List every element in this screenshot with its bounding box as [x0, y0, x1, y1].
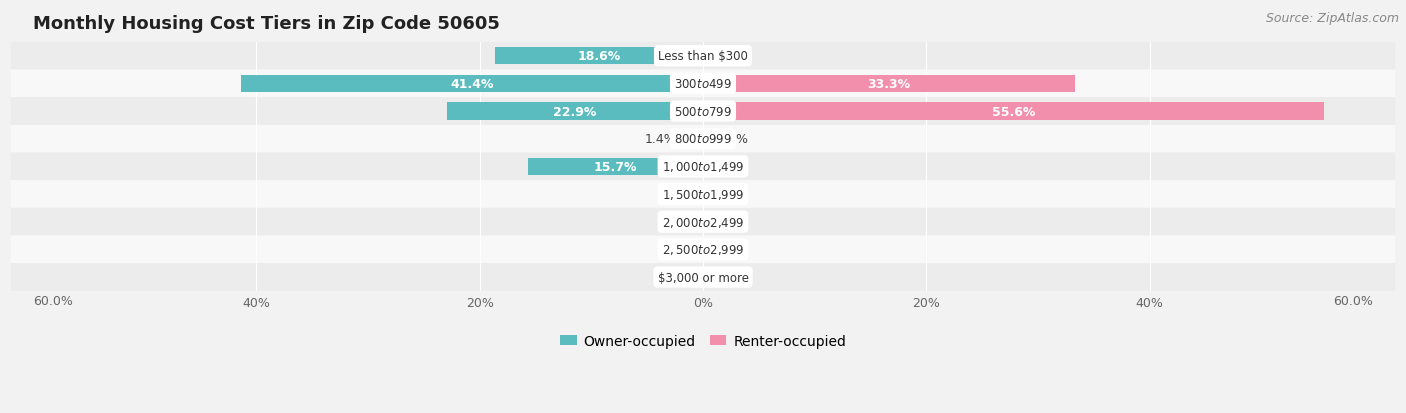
Text: 22.9%: 22.9% — [554, 105, 598, 118]
Text: 0.0%: 0.0% — [658, 188, 689, 201]
Bar — [495, 48, 703, 65]
Text: Monthly Housing Cost Tiers in Zip Code 50605: Monthly Housing Cost Tiers in Zip Code 5… — [34, 15, 501, 33]
Text: 0.0%: 0.0% — [717, 133, 748, 146]
Text: $1,500 to $1,999: $1,500 to $1,999 — [662, 188, 744, 202]
Text: $300 to $499: $300 to $499 — [673, 78, 733, 91]
Text: 0.0%: 0.0% — [717, 161, 748, 173]
FancyBboxPatch shape — [11, 208, 1395, 236]
Text: $1,000 to $1,499: $1,000 to $1,499 — [662, 160, 744, 174]
Text: 0.0%: 0.0% — [717, 188, 748, 201]
Text: $800 to $999: $800 to $999 — [673, 133, 733, 146]
FancyBboxPatch shape — [11, 98, 1395, 126]
Bar — [688, 131, 703, 148]
Bar — [447, 103, 703, 120]
Bar — [240, 76, 703, 93]
Text: 18.6%: 18.6% — [578, 50, 621, 63]
Bar — [527, 159, 703, 176]
Text: 0.0%: 0.0% — [717, 216, 748, 229]
Text: 0.0%: 0.0% — [658, 243, 689, 256]
Text: 1.4%: 1.4% — [644, 133, 676, 146]
Text: $3,000 or more: $3,000 or more — [658, 271, 748, 284]
Text: Less than $300: Less than $300 — [658, 50, 748, 63]
FancyBboxPatch shape — [11, 70, 1395, 98]
Text: 41.4%: 41.4% — [450, 78, 494, 91]
Text: $500 to $799: $500 to $799 — [673, 105, 733, 118]
FancyBboxPatch shape — [11, 153, 1395, 181]
Text: 0.0%: 0.0% — [717, 243, 748, 256]
FancyBboxPatch shape — [11, 181, 1395, 208]
FancyBboxPatch shape — [11, 263, 1395, 291]
Text: 0.0%: 0.0% — [717, 50, 748, 63]
Text: 0.0%: 0.0% — [658, 216, 689, 229]
FancyBboxPatch shape — [11, 236, 1395, 263]
Text: 60.0%: 60.0% — [34, 294, 73, 307]
FancyBboxPatch shape — [11, 126, 1395, 153]
Legend: Owner-occupied, Renter-occupied: Owner-occupied, Renter-occupied — [554, 329, 852, 354]
Text: 33.3%: 33.3% — [868, 78, 911, 91]
Text: 15.7%: 15.7% — [593, 161, 637, 173]
FancyBboxPatch shape — [11, 43, 1395, 70]
Bar — [703, 103, 1323, 120]
Text: 0.0%: 0.0% — [658, 271, 689, 284]
Text: 55.6%: 55.6% — [991, 105, 1035, 118]
Text: 60.0%: 60.0% — [1333, 294, 1372, 307]
Text: $2,000 to $2,499: $2,000 to $2,499 — [662, 215, 744, 229]
Text: Source: ZipAtlas.com: Source: ZipAtlas.com — [1265, 12, 1399, 25]
Text: $2,500 to $2,999: $2,500 to $2,999 — [662, 243, 744, 257]
Text: 0.0%: 0.0% — [717, 271, 748, 284]
Bar — [703, 76, 1074, 93]
